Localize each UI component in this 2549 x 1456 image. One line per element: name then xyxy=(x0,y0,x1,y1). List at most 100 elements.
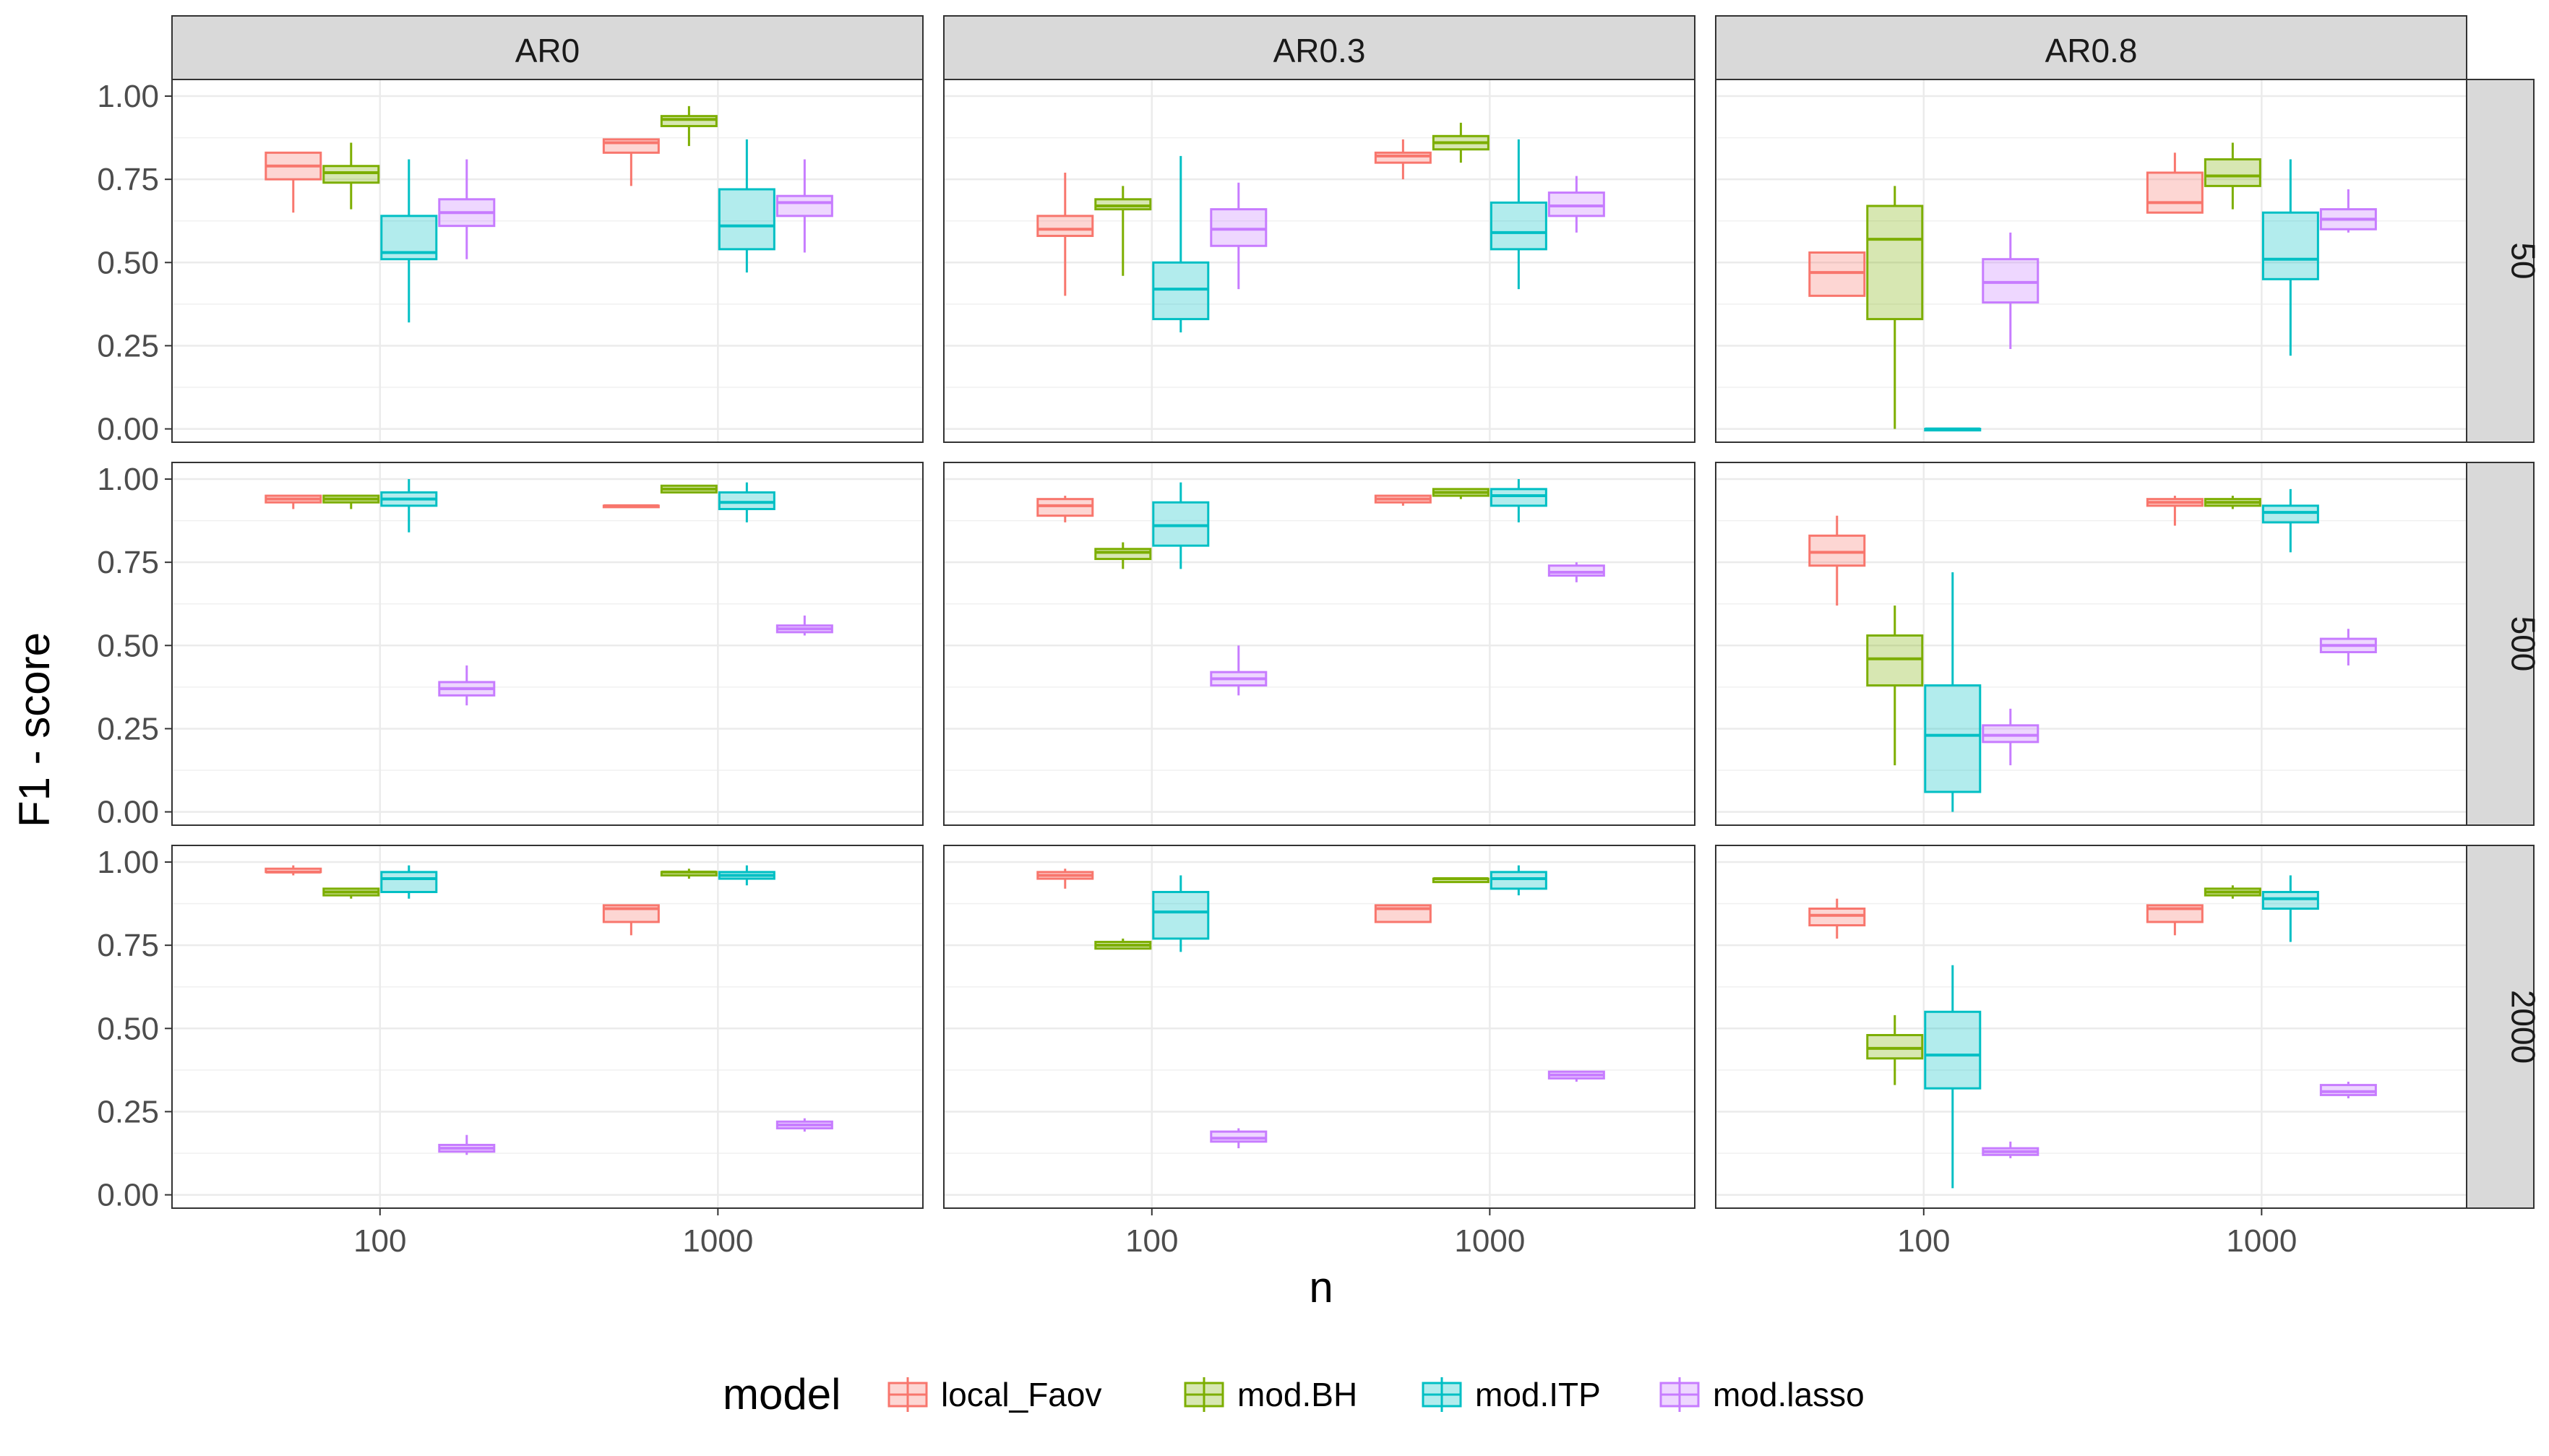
box-mod.BH-n100 xyxy=(322,494,380,509)
box-iqr xyxy=(718,188,775,251)
box-iqr xyxy=(1094,548,1152,561)
box-iqr xyxy=(1982,724,2039,744)
panels-layer xyxy=(171,79,2467,1209)
y-tick-label: 0.00 xyxy=(97,412,159,447)
box-mod.lasso-n100 xyxy=(438,159,496,259)
legend-label: mod.BH xyxy=(1237,1376,1357,1413)
box-mod.ITP-n1000 xyxy=(1490,479,1547,522)
box-local_Faov-n100 xyxy=(1808,898,1866,939)
y-tick-label: 0.25 xyxy=(97,1094,159,1129)
box-mod.BH-n100 xyxy=(1094,542,1152,569)
box-iqr xyxy=(1490,871,1547,890)
box-mod.lasso-n100 xyxy=(438,1134,496,1155)
box-iqr xyxy=(775,194,833,217)
box-iqr xyxy=(660,115,718,127)
box-mod.lasso-n100 xyxy=(1210,1128,1268,1149)
panel-AR0.3-500 xyxy=(943,462,1695,826)
panel-AR0.8-50 xyxy=(1715,79,2467,443)
box-mod.ITP-n100 xyxy=(1152,155,1210,333)
box-mod.ITP-n100 xyxy=(380,159,438,323)
legend-entry-local_Faov: local_Faov xyxy=(887,1376,1101,1413)
box-iqr xyxy=(2319,1084,2377,1096)
box-mod.ITP-n100 xyxy=(1924,427,1982,432)
box-mod.ITP-n1000 xyxy=(2261,488,2319,553)
facet-strip-2000 xyxy=(2466,845,2535,1209)
box-iqr xyxy=(2261,890,2319,910)
box-iqr xyxy=(1210,1130,1268,1143)
box-iqr xyxy=(380,871,438,893)
panel-AR0-50 xyxy=(171,79,924,443)
box-mod.ITP-n100 xyxy=(1924,572,1982,812)
box-mod.lasso-n100 xyxy=(1210,182,1268,290)
box-iqr xyxy=(1866,634,1924,687)
box-local_Faov-n1000 xyxy=(602,904,660,936)
box-mod.ITP-n1000 xyxy=(718,482,775,522)
facet-strip-500 xyxy=(2466,462,2535,826)
box-local_Faov-n1000 xyxy=(1374,494,1432,506)
facet-label-2000: 2000 xyxy=(2505,990,2542,1064)
y-tick-label: 0.75 xyxy=(97,162,159,197)
x-tick-label: 1000 xyxy=(1454,1223,1525,1259)
box-iqr xyxy=(1490,488,1547,507)
box-iqr xyxy=(1152,890,1210,940)
legend-entry-mod.ITP: mod.ITP xyxy=(1422,1376,1601,1413)
box-iqr xyxy=(718,491,775,510)
box-iqr xyxy=(1547,191,1605,217)
box-local_Faov-n1000 xyxy=(2146,904,2204,936)
box-local_Faov-n1000 xyxy=(1374,139,1432,180)
box-local_Faov-n100 xyxy=(265,151,322,213)
panel-AR0.3-2000 xyxy=(943,845,1695,1209)
y-tick-label: 0.00 xyxy=(97,795,159,830)
panel-border xyxy=(171,462,924,826)
panel-border xyxy=(943,845,1695,1209)
x-tick-label: 100 xyxy=(1897,1223,1950,1259)
panel-background xyxy=(944,462,1695,825)
box-mod.BH-n100 xyxy=(1094,186,1152,276)
panel-background xyxy=(172,79,923,442)
box-iqr xyxy=(1490,201,1547,251)
box-iqr xyxy=(1808,251,1866,297)
box-mod.lasso-n1000 xyxy=(2319,629,2377,665)
box-mod.lasso-n1000 xyxy=(2319,189,2377,233)
legend-label: mod.lasso xyxy=(1713,1376,1865,1413)
legend-title: model xyxy=(723,1370,841,1418)
box-mod.BH-n100 xyxy=(1094,938,1152,950)
box-mod.ITP-n1000 xyxy=(2261,159,2319,356)
x-tick-label: 100 xyxy=(353,1223,406,1259)
box-mod.ITP-n1000 xyxy=(718,139,775,273)
box-local_Faov-n100 xyxy=(1036,869,1094,889)
box-local_Faov-n100 xyxy=(1808,251,1866,297)
legend: model local_Faov mod.BH mod.ITP mod.lasso xyxy=(723,1370,1865,1418)
y-tick-label: 0.75 xyxy=(97,545,159,580)
panel-background xyxy=(1716,462,2467,825)
x-tick-label: 1000 xyxy=(682,1223,753,1259)
box-iqr xyxy=(1152,501,1210,547)
facet-label-AR0: AR0 xyxy=(515,32,580,69)
box-mod.lasso-n100 xyxy=(1982,708,2039,766)
box-mod.ITP-n1000 xyxy=(718,865,775,886)
box-mod.ITP-n1000 xyxy=(1490,865,1547,896)
box-mod.lasso-n1000 xyxy=(775,615,833,636)
box-mod.BH-n1000 xyxy=(660,869,718,879)
y-tick-label: 0.50 xyxy=(97,1011,159,1046)
y-tick-label: 0.75 xyxy=(97,928,159,963)
box-local_Faov-n100 xyxy=(1808,515,1866,606)
box-mod.BH-n100 xyxy=(322,142,380,210)
panel-border xyxy=(943,462,1695,826)
box-local_Faov-n1000 xyxy=(2146,496,2204,526)
box-mod.BH-n1000 xyxy=(1432,877,1490,884)
box-mod.BH-n1000 xyxy=(1432,488,1490,499)
y-tick-label: 0.25 xyxy=(97,328,159,363)
legend-label: local_Faov xyxy=(941,1376,1101,1413)
y-tick-label: 1.00 xyxy=(97,462,159,497)
y-tick-label: 0.25 xyxy=(97,711,159,746)
box-iqr xyxy=(2261,504,2319,524)
box-mod.ITP-n1000 xyxy=(1490,139,1547,290)
box-local_Faov-n1000 xyxy=(2146,152,2204,214)
box-iqr xyxy=(2146,171,2204,214)
x-tick-label: 1000 xyxy=(2226,1223,2297,1259)
box-local_Faov-n100 xyxy=(265,865,322,876)
facet-strip-AR0 xyxy=(171,15,924,80)
axes-layer: 0.00 0.25 0.50 0.75 1.00 0.00 0.25 0.50 0.75 1.00… xyxy=(97,79,2297,1259)
strips-layer: AR0 AR0.3 AR0.8 50 500 2000 xyxy=(171,15,2542,1209)
